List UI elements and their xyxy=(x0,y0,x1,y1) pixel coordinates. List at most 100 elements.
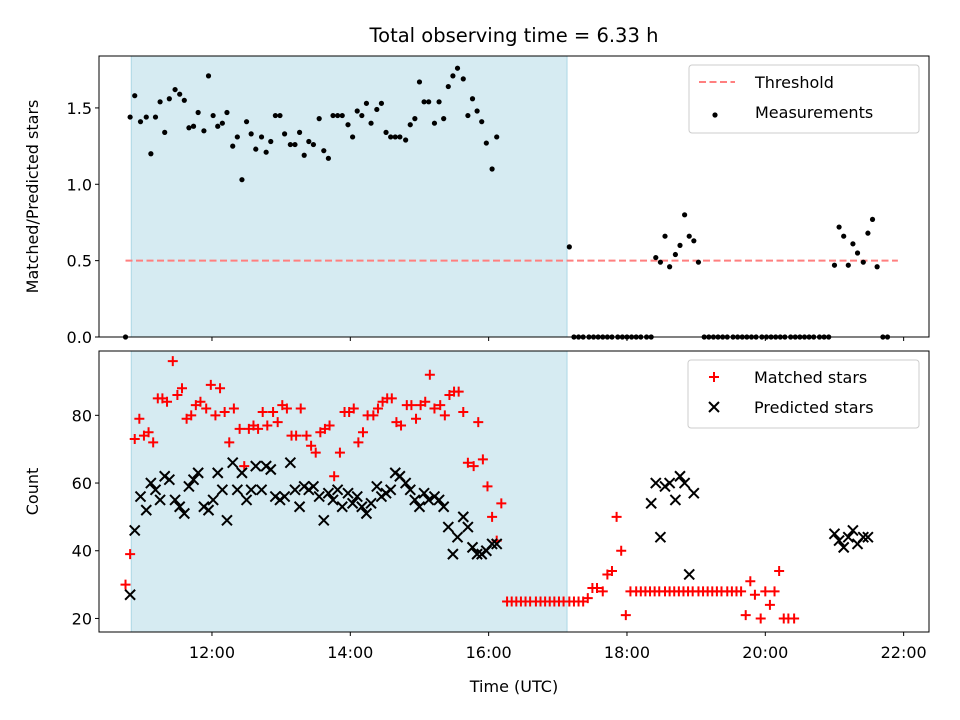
matched-star-point xyxy=(310,447,321,458)
predicted-star-point xyxy=(169,494,181,506)
matched-star-point xyxy=(186,410,197,421)
matched-star-point xyxy=(789,613,800,624)
measurement-point xyxy=(657,259,664,265)
measurement-point xyxy=(306,138,312,145)
predicted-star-point xyxy=(140,504,152,516)
matched-star-point xyxy=(372,403,383,414)
matched-star-point xyxy=(487,511,498,522)
matched-star-point xyxy=(740,610,751,621)
predicted-star-point xyxy=(471,548,483,560)
chart-title: Total observing time = 6.33 h xyxy=(369,24,659,47)
measurement-point xyxy=(416,79,423,85)
legend-box xyxy=(687,359,920,429)
measurement-point xyxy=(445,83,451,90)
measurement-point xyxy=(374,106,380,113)
measurement-point xyxy=(691,238,697,244)
predicted-star-point xyxy=(678,477,691,489)
predicted-star-point xyxy=(293,501,306,513)
measurement-point xyxy=(454,65,461,71)
ratio-panel: 0.0 0.5 1.0 1.5 Matched/Predicted stars Total… xyxy=(23,24,930,347)
predicted-star-point xyxy=(313,490,325,503)
predicted-star-point xyxy=(654,531,667,543)
measurement-point xyxy=(234,134,240,140)
measurement-point xyxy=(239,177,245,183)
axes-frame xyxy=(98,55,930,338)
matched-star-point xyxy=(745,576,756,587)
matched-star-point xyxy=(134,413,145,424)
measurement-point xyxy=(359,112,365,119)
predicted-star-point xyxy=(650,477,662,489)
measurement-point xyxy=(205,73,212,79)
matched-star-point xyxy=(755,613,766,624)
measurement-point xyxy=(325,155,332,161)
predicted-star-point xyxy=(342,487,354,499)
predicted-star-point xyxy=(327,494,339,506)
predicted-star-point xyxy=(486,538,498,550)
x-tick-label: 12:00 xyxy=(189,643,235,662)
predicted-star-point xyxy=(124,589,136,601)
legend: Threshold Measurements xyxy=(688,64,920,134)
measurement-point xyxy=(836,224,842,230)
matched-star-point xyxy=(760,586,771,597)
measurement-point xyxy=(321,148,327,154)
measurement-point xyxy=(263,149,269,155)
predicted-star-point xyxy=(207,494,219,506)
predicted-star-point xyxy=(669,494,682,506)
predicted-star-point xyxy=(447,548,459,560)
measurement-point xyxy=(566,244,572,250)
measurement-point xyxy=(677,242,683,248)
predicted-star-point xyxy=(683,568,695,581)
y-tick-label: 60 xyxy=(72,474,92,493)
predicted-star-point xyxy=(134,490,147,503)
predicted-star-point xyxy=(289,484,301,496)
x-tick-label: 16:00 xyxy=(466,643,512,662)
matched-star-point xyxy=(324,420,335,431)
matched-star-point xyxy=(125,549,136,560)
predicted-star-point xyxy=(240,494,253,506)
measurement-point xyxy=(296,129,303,135)
measurement-point xyxy=(248,131,254,137)
matched-star-point xyxy=(473,417,484,428)
measurement-point xyxy=(854,250,861,256)
matched-star-point xyxy=(143,427,154,438)
legend-predicted-swatch xyxy=(708,401,720,413)
measurement-point xyxy=(450,73,456,79)
measurement-point xyxy=(166,96,172,102)
matched-star-point xyxy=(205,379,216,390)
predicted-star-point xyxy=(163,473,176,486)
matched-star-point xyxy=(295,403,306,414)
predicted-star-point xyxy=(442,521,454,533)
measurement-point xyxy=(653,254,659,261)
matched-star-point xyxy=(411,413,422,424)
predicted-star-point xyxy=(265,463,277,476)
matched-star-point xyxy=(592,582,602,593)
axes-frame xyxy=(98,350,930,633)
predicted-star-point xyxy=(250,460,262,472)
matched-star-point xyxy=(120,579,131,590)
predicted-star-point xyxy=(371,480,383,493)
predicted-star-point xyxy=(688,487,700,499)
matched-star-point xyxy=(306,440,317,451)
predicted-star-point xyxy=(346,497,359,510)
predicted-star-point xyxy=(833,534,845,547)
measurement-point xyxy=(431,120,438,126)
predicted-star-point xyxy=(462,521,474,533)
predicted-star-point xyxy=(154,494,166,506)
predicted-star-point xyxy=(384,484,397,496)
predicted-star-point xyxy=(365,497,377,510)
predicted-star-point xyxy=(837,541,850,554)
measurement-point xyxy=(869,216,876,223)
predicted-star-point xyxy=(231,484,244,496)
predicted-star-point xyxy=(663,477,676,489)
measurement-point xyxy=(335,112,341,119)
measurement-point xyxy=(378,100,385,106)
measurement-point xyxy=(281,131,288,137)
matched-star-point xyxy=(268,406,279,417)
matched-star-point xyxy=(468,461,479,472)
measurement-point xyxy=(841,233,847,239)
measurement-point xyxy=(368,120,374,126)
predicted-star-point xyxy=(149,484,162,496)
y-tick-label: 0.0 xyxy=(67,328,92,347)
measurement-point xyxy=(465,112,471,119)
measurement-point xyxy=(127,114,133,120)
